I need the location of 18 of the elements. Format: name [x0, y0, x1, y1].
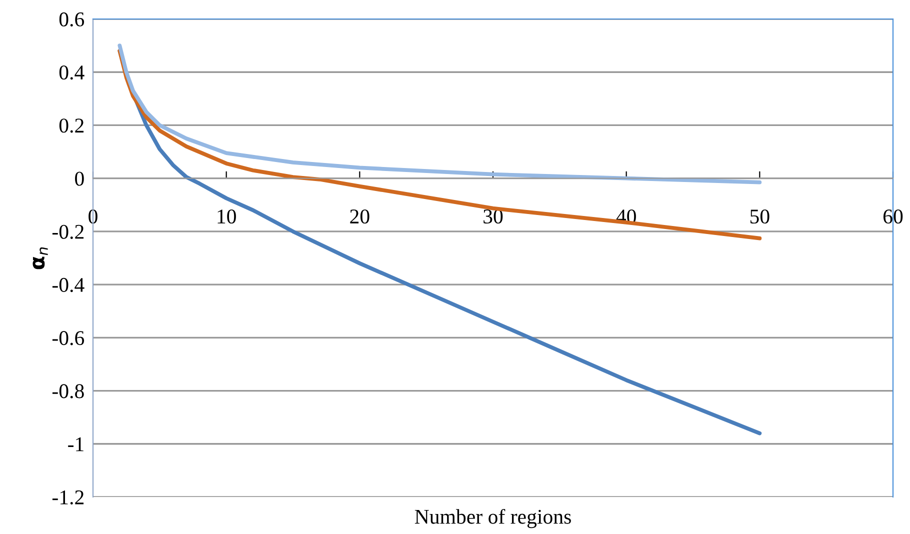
- x-tick-label: 10: [218, 209, 236, 224]
- line-series: [118, 44, 762, 184]
- x-tick-label: 20: [350, 209, 370, 224]
- y-tick-label: -0.6: [52, 331, 84, 346]
- x-axis-title: Number of regions: [414, 508, 571, 528]
- y-tick-label: 0.4: [59, 65, 84, 80]
- y-tick-label: 0: [75, 172, 84, 186]
- y-tick-label: -1: [68, 437, 84, 452]
- y-tick-label: -0.2: [52, 224, 84, 239]
- y-tick-label: -1.2: [52, 490, 84, 505]
- y-tick-label: -0.8: [52, 384, 84, 398]
- y-axis-title: α$_{n}$: [32, 247, 48, 270]
- y-tick-label: 0.2: [59, 118, 84, 133]
- y-tick-label: 0.6: [59, 12, 84, 27]
- x-tick-label: 50: [750, 209, 770, 224]
- x-tick-label: 0: [88, 209, 98, 224]
- x-tick-label: 30: [484, 209, 503, 224]
- y-tick-label: -0.4: [52, 278, 84, 292]
